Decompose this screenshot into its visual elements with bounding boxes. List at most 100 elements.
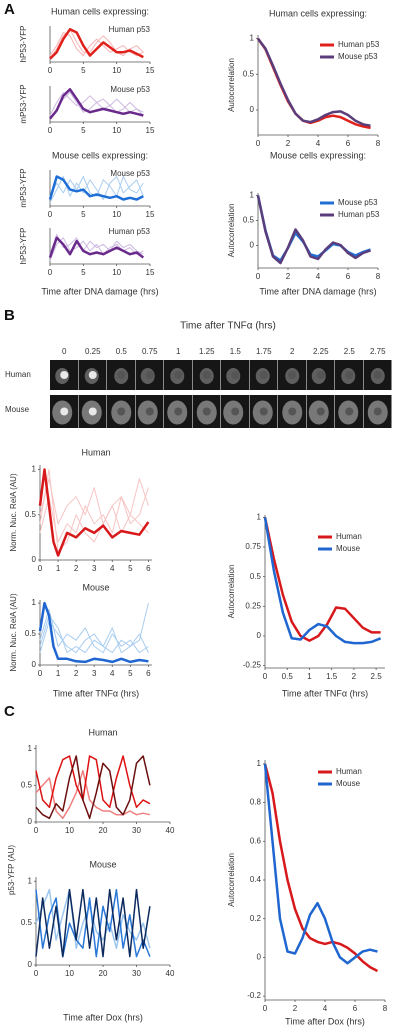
legend-label: Human p53 — [109, 25, 151, 34]
series-line — [49, 88, 144, 120]
y-tick-label: 1 — [257, 759, 262, 768]
legend-label: Mouse p53 — [338, 52, 378, 61]
series-line — [256, 195, 371, 262]
x-tick-label: 10 — [65, 969, 74, 978]
y-tick-label: 0.5 — [25, 629, 37, 638]
y-tick-label: 0.5 — [243, 69, 255, 78]
time-label: 2 — [290, 347, 295, 356]
y-tick-label: 0 — [32, 660, 37, 669]
y-tick-label: 0.5 — [25, 510, 37, 519]
series-line — [49, 176, 144, 197]
x-tick-label: 5 — [81, 126, 86, 135]
y-axis-label: Autocorrelation — [227, 565, 236, 619]
x-axis-label: Time after Dox (hrs) — [285, 1016, 365, 1026]
legend-label: Mouse — [336, 779, 361, 788]
nucleus — [373, 371, 382, 379]
x-axis-label: Time after DNA damage (hrs) — [41, 286, 158, 296]
nucleus — [60, 371, 69, 379]
x-tick-label: 0 — [38, 669, 43, 678]
legend-label: Mouse p53 — [110, 85, 150, 94]
x-tick-label: 6 — [346, 272, 351, 281]
x-tick-label: 10 — [112, 66, 121, 75]
y-axis-label: mP53-YFP — [19, 168, 28, 207]
x-tick-label: 0 — [256, 272, 261, 281]
x-tick-label: 0 — [48, 126, 53, 135]
y-tick-label: 1 — [250, 34, 255, 43]
x-tick-label: 2 — [293, 1004, 298, 1013]
x-tick-label: 2 — [286, 139, 291, 148]
y-tick-label: 1 — [32, 465, 37, 474]
y-tick-label: 0 — [32, 555, 37, 564]
nucleus — [259, 407, 268, 416]
nucleus — [316, 407, 325, 416]
x-tick-label: 15 — [146, 268, 155, 277]
x-tick-label: 20 — [99, 969, 108, 978]
time-label: 0.75 — [142, 347, 158, 356]
y-tick-label: 1 — [257, 512, 262, 521]
x-tick-label: 6 — [146, 564, 151, 573]
x-tick-label: 5 — [128, 669, 133, 678]
y-tick-label: -0.2 — [247, 991, 261, 1000]
x-tick-label: 5 — [128, 564, 133, 573]
x-axis-label: Time after TNFα (hrs) — [282, 688, 368, 698]
y-axis-label: hP53-YFP — [19, 26, 28, 63]
x-tick-label: 2 — [286, 272, 291, 281]
nucleus — [60, 407, 69, 416]
series-line — [49, 237, 144, 261]
y-tick-label: 0 — [257, 631, 262, 640]
nucleus — [88, 407, 97, 416]
legend-label: Human p53 — [109, 227, 151, 236]
y-tick-label: 0.5 — [21, 918, 33, 927]
x-tick-label: 15 — [146, 66, 155, 75]
nucleus — [145, 371, 154, 379]
nucleus — [345, 371, 354, 379]
series-line — [257, 37, 371, 127]
y-axis-label: Norm. Nuc. RelA (AU) — [9, 593, 18, 672]
x-tick-label: 10 — [112, 126, 121, 135]
y-tick-label: 0.4 — [250, 875, 262, 884]
x-tick-label: 0.5 — [282, 672, 294, 681]
time-label: 2.5 — [344, 347, 356, 356]
y-tick-label: 0 — [28, 960, 33, 969]
x-tick-label: 2 — [74, 564, 79, 573]
x-tick-label: 2.5 — [371, 672, 383, 681]
y-tick-label: 0.5 — [21, 780, 33, 789]
legend-label: Human — [336, 532, 362, 541]
nucleus — [259, 371, 268, 379]
time-label: 1.5 — [230, 347, 242, 356]
legend-label: Mouse p53 — [110, 169, 150, 178]
time-label: 1.25 — [199, 347, 215, 356]
image-row-label: Mouse — [5, 405, 30, 414]
series-line — [48, 175, 144, 201]
series-line — [39, 487, 149, 543]
x-tick-label: 1 — [56, 669, 61, 678]
x-tick-label: 0 — [48, 268, 53, 277]
nucleus — [288, 371, 297, 379]
x-tick-label: 5 — [81, 268, 86, 277]
nucleus — [345, 407, 354, 416]
x-tick-label: 0 — [48, 66, 53, 75]
series-line — [263, 517, 381, 642]
series-line — [35, 755, 151, 820]
nucleus — [117, 371, 126, 379]
y-tick-label: 1 — [28, 744, 33, 753]
x-tick-label: 0 — [48, 210, 53, 219]
series-line — [263, 517, 382, 645]
x-tick-label: 40 — [166, 969, 175, 978]
time-label: 1.75 — [256, 347, 272, 356]
y-tick-label: 1 — [28, 876, 33, 885]
x-tick-label: 30 — [132, 969, 141, 978]
x-tick-label: 1.5 — [326, 672, 338, 681]
y-tick-label: 0.5 — [243, 216, 255, 225]
time-label: 0.5 — [116, 347, 128, 356]
time-label: 1 — [176, 347, 181, 356]
nucleus — [373, 407, 382, 416]
chart-title: Human cells expressing: — [51, 6, 149, 16]
x-axis-label: Time after TNFα (hrs) — [53, 688, 139, 698]
chart-title: Mouse — [89, 859, 116, 869]
series-line — [263, 763, 379, 973]
y-tick-label: 0 — [28, 817, 33, 826]
legend-label: Human p53 — [338, 210, 380, 219]
image-title: Time after TNFα (hrs) — [180, 321, 276, 332]
